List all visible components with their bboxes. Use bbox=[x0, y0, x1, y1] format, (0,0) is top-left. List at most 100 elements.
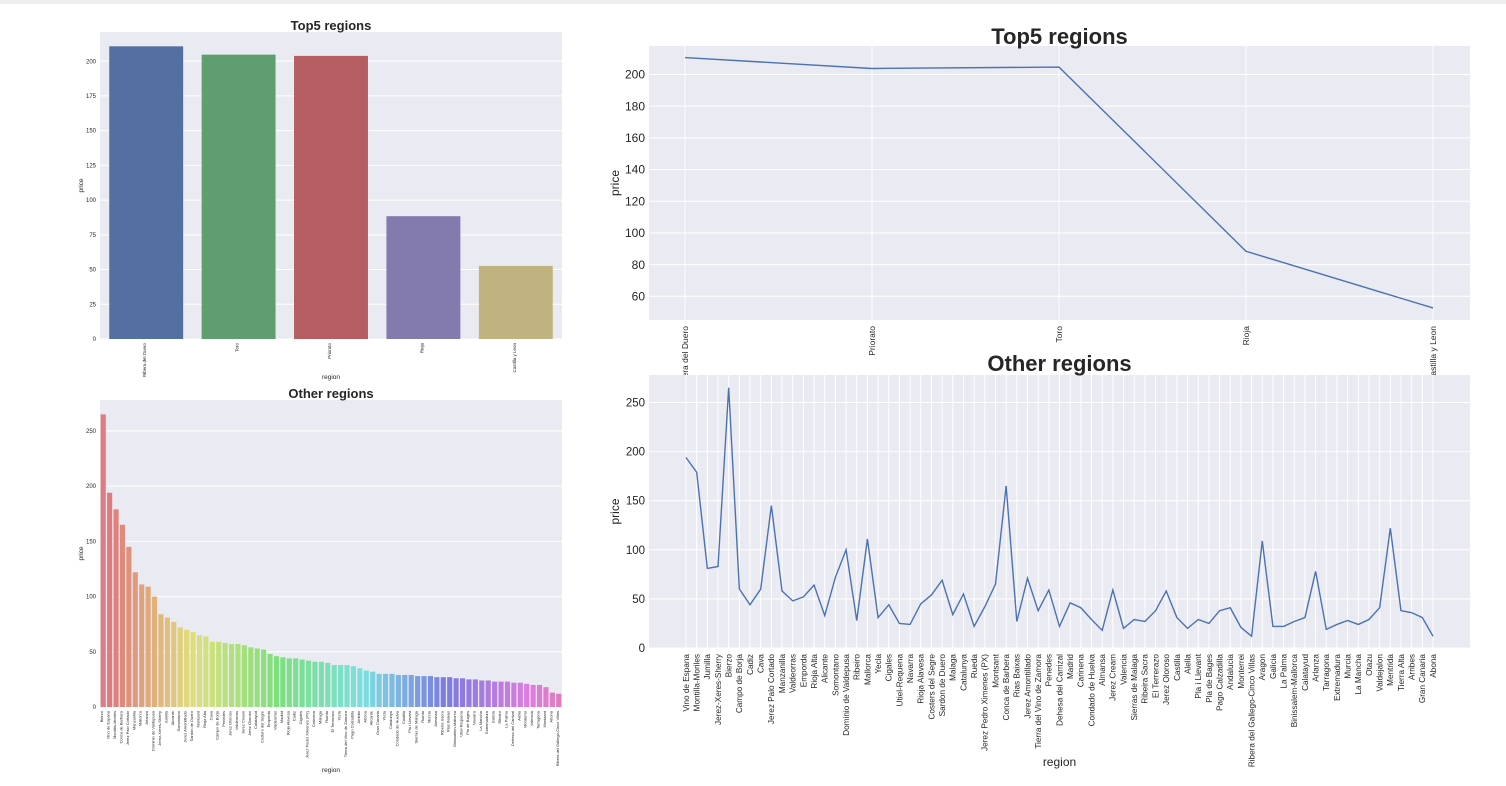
x-tick-label: Jerez Amontillado bbox=[1023, 654, 1032, 719]
x-tick-label: Rioja bbox=[419, 343, 424, 354]
x-tick-label: Gran Canaria bbox=[375, 710, 380, 735]
bar bbox=[139, 584, 145, 707]
y-tick-label: 120 bbox=[625, 194, 645, 208]
x-tick-label: Malaga bbox=[949, 654, 958, 681]
bar bbox=[536, 684, 543, 707]
x-tick-label: Jerez Oloroso bbox=[247, 710, 252, 736]
x-tick-label: Ribeira Sacra bbox=[1141, 654, 1150, 704]
x-tick-label: Jerez Oloroso bbox=[228, 710, 233, 736]
x-tick-label: Cava bbox=[757, 654, 766, 674]
x-tick-label: Conca de Barbera bbox=[118, 710, 123, 743]
chart-title: Other regions bbox=[987, 351, 1131, 376]
y-tick-label: 100 bbox=[626, 545, 645, 557]
bar bbox=[203, 636, 209, 707]
x-tick-label: Tarragona bbox=[1322, 654, 1331, 691]
bar bbox=[248, 647, 254, 707]
x-tick-label: Tierra del Vino de Zamora bbox=[343, 710, 348, 757]
x-tick-label: Montsant bbox=[991, 653, 1000, 687]
x-tick-label: Jerez-Xeres-Sherry bbox=[714, 653, 723, 725]
bar bbox=[415, 676, 421, 707]
x-tick-label: Somontano bbox=[831, 654, 840, 696]
x-tick-label: Madrid bbox=[279, 711, 284, 723]
y-tick-label: 250 bbox=[626, 398, 645, 410]
x-tick-label: Tarragona bbox=[536, 710, 541, 729]
y-tick-label: 60 bbox=[632, 289, 646, 303]
x-tick-label: Jerez Cream bbox=[240, 710, 245, 734]
x-tick-label: Jerez Palo Cortado bbox=[125, 710, 130, 745]
y-tick-label: 140 bbox=[625, 163, 645, 177]
x-tick-label: Valdeorras bbox=[234, 711, 239, 730]
x-tick-label: Dominio de Valdepusa bbox=[842, 654, 851, 736]
x-tick-label: Sierras de Malaga bbox=[1130, 654, 1139, 721]
x-tick-label: Extremadura bbox=[484, 710, 489, 734]
x-tick-label: Gran Canaria bbox=[1418, 654, 1427, 704]
bar bbox=[389, 673, 395, 707]
bar bbox=[273, 656, 280, 707]
bar bbox=[241, 645, 247, 707]
x-tick-label: Abona bbox=[1429, 654, 1438, 678]
x-tick-label: Murcia bbox=[426, 710, 431, 723]
bar bbox=[504, 681, 511, 707]
x-tick-label: Cigales bbox=[885, 654, 894, 681]
x-tick-label: Monterrei bbox=[523, 711, 528, 728]
x-tick-label: Dehesa del Carrizal bbox=[510, 711, 515, 746]
x-tick-label: Valencia bbox=[529, 710, 534, 726]
bar bbox=[350, 666, 357, 707]
x-tick-label: Pla de Bages bbox=[465, 711, 470, 735]
chart-title: Other regions bbox=[288, 386, 373, 401]
y-tick-label: 200 bbox=[626, 447, 645, 459]
y-tick-label: 50 bbox=[89, 650, 96, 656]
x-tick-label: Rueda bbox=[970, 654, 979, 679]
x-tick-label: Tierra del Vino de Zamora bbox=[1034, 654, 1043, 749]
bar bbox=[357, 668, 363, 707]
x-tick-label: Ribeiro bbox=[497, 710, 502, 723]
x-tick-label: Pla i Llevant bbox=[1194, 653, 1203, 698]
x-tick-label: Manzanilla bbox=[778, 654, 787, 694]
y-tick-label: 0 bbox=[93, 705, 97, 711]
y-tick-label: 150 bbox=[86, 539, 97, 545]
x-tick-label: Dehesa del Carrizal bbox=[1055, 654, 1064, 726]
x-tick-label: Galicia bbox=[1269, 654, 1278, 679]
x-tick-label: Bierzo bbox=[725, 654, 734, 678]
x-tick-label: Cadiz bbox=[746, 654, 755, 675]
x-tick-label: Castilla bbox=[401, 710, 406, 724]
x-tick-label: Jerez-Xeres-Sherry bbox=[157, 711, 162, 746]
bar bbox=[228, 644, 235, 707]
y-tick-label: 25 bbox=[89, 302, 96, 308]
bar bbox=[427, 676, 434, 707]
x-tick-label: Mentrida bbox=[1386, 654, 1395, 686]
y-tick-label: 150 bbox=[86, 129, 97, 135]
bar bbox=[485, 680, 491, 707]
x-tick-label: Jerez Pedro Ximenes (PX) bbox=[305, 710, 310, 758]
bar bbox=[305, 660, 312, 707]
bar bbox=[331, 665, 337, 707]
x-tick-label: Rueda bbox=[324, 710, 329, 723]
x-tick-label: Malaga bbox=[317, 710, 322, 724]
x-tick-label: Sierras de Malaga bbox=[414, 710, 419, 743]
bar bbox=[447, 677, 453, 707]
x-tick-label: Condado de Huelva bbox=[1087, 654, 1096, 727]
x-tick-label: Bierzo bbox=[99, 710, 104, 722]
x-tick-label: Dominio de Valdepusa bbox=[151, 710, 156, 751]
y-axis-label: price bbox=[78, 178, 85, 192]
bar bbox=[293, 658, 299, 707]
y-tick-label: 200 bbox=[86, 484, 97, 490]
bar bbox=[479, 680, 485, 707]
x-tick-label: El Terrerazo bbox=[1151, 654, 1160, 698]
bar bbox=[177, 627, 183, 707]
x-tick-label: Priorato bbox=[327, 343, 332, 359]
bar bbox=[299, 659, 305, 707]
x-tick-label: Andalucia bbox=[1226, 654, 1235, 690]
other-line-chart: 0 50 100 150 200 250 Vino de Espana Montilla-Mo… bbox=[608, 351, 1470, 769]
x-tick-label: Carinena bbox=[311, 710, 316, 727]
series-line bbox=[684, 56, 1434, 309]
bar bbox=[286, 658, 292, 707]
x-tick-label: Valdeorras bbox=[789, 654, 798, 693]
x-tick-label: Jerez Palo Cortado bbox=[767, 654, 776, 725]
x-tick-label: Manzanilla bbox=[131, 710, 136, 730]
bar bbox=[325, 662, 331, 707]
bar bbox=[344, 665, 350, 707]
x-tick-label: Catalunya bbox=[959, 654, 968, 691]
x-tick-label: Rioja Alavesa bbox=[917, 654, 926, 704]
